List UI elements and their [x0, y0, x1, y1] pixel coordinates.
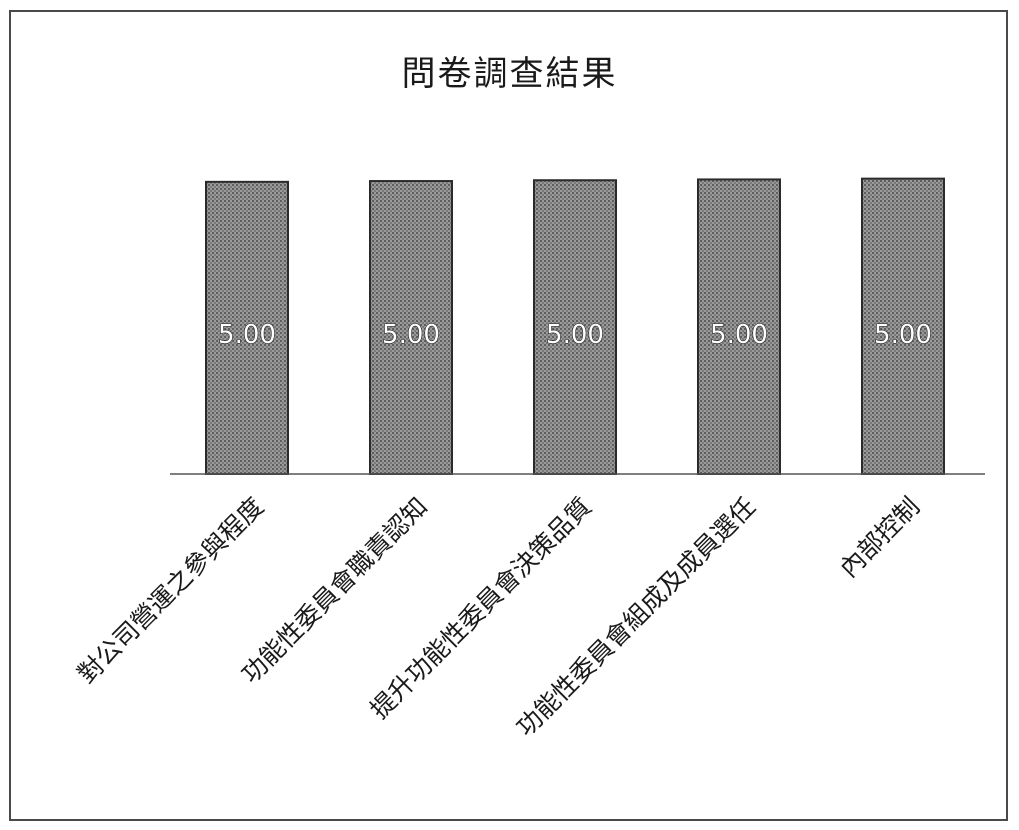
category-label-1: 對公司營運之參與程度 — [72, 492, 269, 689]
category-label-2: 功能性委員會職責認知 — [236, 492, 433, 689]
data-label-1: 5.00 — [218, 320, 276, 350]
bars-layer — [205, 177, 945, 476]
data-label-3: 5.00 — [546, 320, 604, 350]
bar-2 — [369, 180, 453, 475]
chart-title: 問卷調查結果 — [401, 54, 618, 94]
category-label-5: 內部控制 — [834, 492, 925, 583]
data-labels-layer: 5.00 5.00 5.00 5.00 5.00 — [218, 319, 933, 350]
data-label-2: 5.00 — [382, 320, 440, 350]
chart-frame — [9, 10, 1008, 821]
bar-1 — [205, 180, 289, 475]
data-label-4: 5.00 — [710, 320, 768, 350]
category-labels-layer: 對公司營運之參與程度功能性委員會職責認知提升功能性委員會決策品質功能性委員會組成… — [72, 492, 925, 742]
data-label-5: 5.00 — [874, 320, 932, 350]
